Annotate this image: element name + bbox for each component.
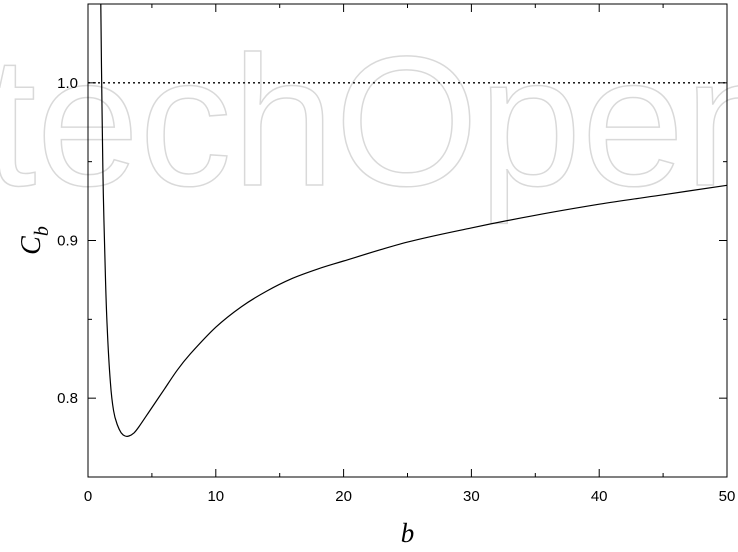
y-tick-label: 0.9	[57, 233, 78, 250]
y-tick-label: 0.8	[57, 390, 78, 407]
watermark: techOpen	[0, 19, 738, 225]
y-axis-label-sub: b	[31, 226, 53, 236]
x-tick-label: 40	[591, 488, 608, 505]
y-tick-label: 1.0	[57, 75, 78, 92]
x-axis-label: b	[401, 518, 415, 548]
series-line	[100, 3, 728, 437]
y-axis-label-main: C	[16, 236, 47, 255]
x-tick-label: 50	[719, 488, 736, 505]
x-tick-label: 30	[463, 488, 480, 505]
x-tick-label: 20	[335, 488, 352, 505]
y-axis-label: Cb	[16, 226, 53, 255]
x-tick-label: 0	[84, 488, 92, 505]
x-tick-label: 10	[207, 488, 224, 505]
